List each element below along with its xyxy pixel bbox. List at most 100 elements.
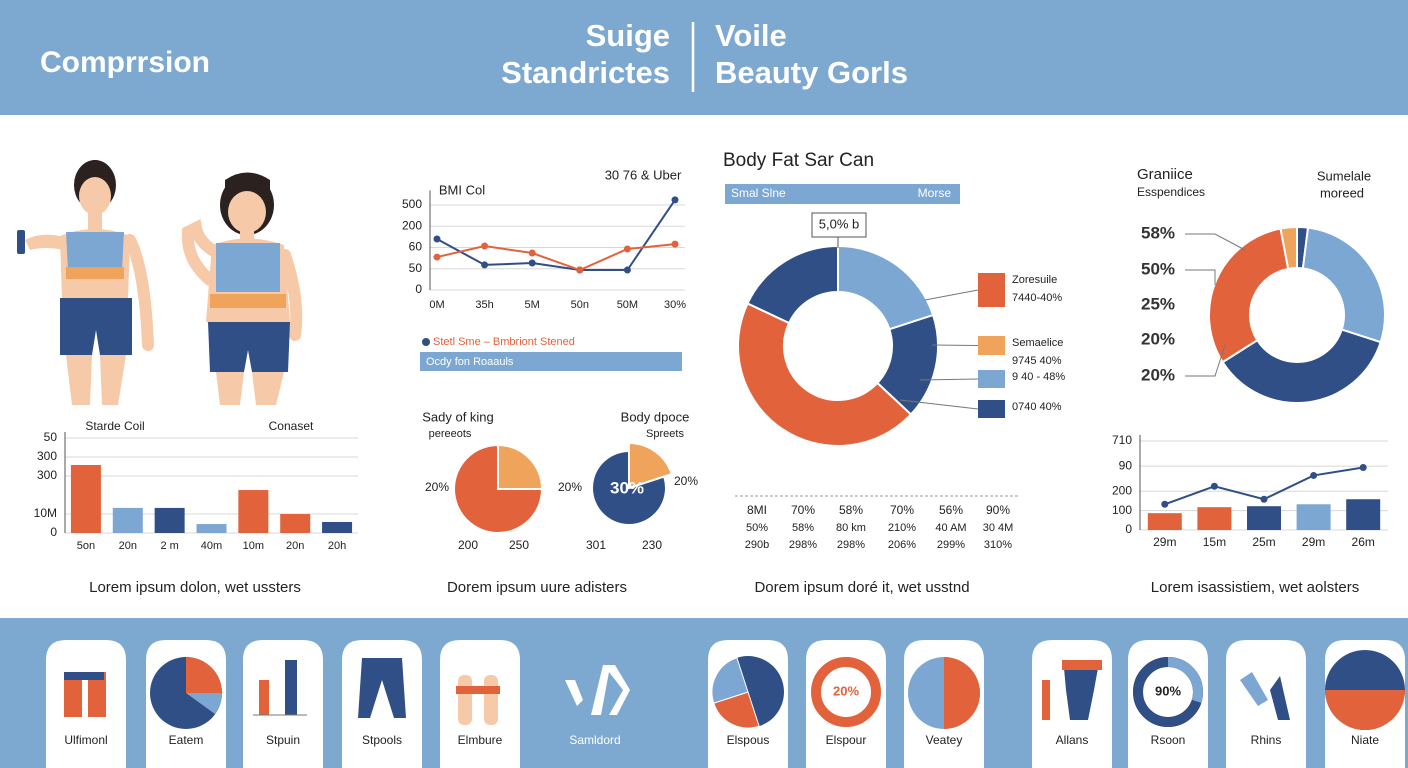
percent-label: 50% <box>1141 259 1175 278</box>
legend-swatch <box>978 370 1005 388</box>
x-tick-label: 20h <box>328 540 346 552</box>
icon-label: Niate <box>1351 733 1379 747</box>
chart-text: Body Fat Sar Can <box>723 150 874 171</box>
chart-text: Spreets <box>646 428 684 440</box>
banner <box>420 352 682 371</box>
x-tick-label: 35h <box>475 299 493 311</box>
table-cell: 290b <box>745 539 769 551</box>
icon-label: Eatem <box>169 733 204 747</box>
caption: Lorem isassistiem, wet aolsters <box>1151 579 1359 596</box>
icon <box>88 672 106 717</box>
icon-label: Rsoon <box>1151 733 1186 747</box>
icon <box>285 660 297 715</box>
table-cell: 90% <box>986 503 1010 517</box>
icon <box>711 657 749 704</box>
center-label: 30% <box>610 478 644 497</box>
y-tick-label: 60 <box>409 240 423 254</box>
banner-text: Morse <box>918 186 952 200</box>
icon <box>1062 660 1102 670</box>
bar <box>196 524 227 533</box>
y-tick-label: 0 <box>50 525 57 539</box>
y-tick-label: 300 <box>37 449 57 463</box>
chart-text: Sady of king <box>422 409 494 424</box>
chart-text: BMI Col <box>439 182 485 197</box>
table-cell: 50% <box>746 522 768 534</box>
figure-illustration <box>181 172 303 405</box>
chart-text: 20% <box>674 474 698 488</box>
x-tick-label: 30% <box>664 299 686 311</box>
legend-text: Stetl Sme – Bmbriont Stened <box>433 336 575 348</box>
callout-text: 5,0% b <box>819 216 859 231</box>
x-tick-label: 5M <box>525 299 540 311</box>
point <box>481 261 489 269</box>
y-tick-label: 50 <box>409 261 423 275</box>
chart-text: Sumelale <box>1317 168 1371 183</box>
point <box>623 245 631 253</box>
chart-text: 20% <box>425 480 449 494</box>
bar <box>1346 499 1381 530</box>
chart-text: Starde Coil <box>85 419 144 433</box>
point <box>1161 500 1169 508</box>
legend-text: 0740 40% <box>1012 401 1062 413</box>
y-tick-label: 50 <box>44 430 58 444</box>
slice <box>1301 226 1386 344</box>
caption: Dorem ipsum uure adisters <box>447 579 627 596</box>
table-cell: 206% <box>888 539 916 551</box>
icon <box>64 672 104 680</box>
table-cell: 310% <box>984 539 1012 551</box>
leader-line <box>899 399 979 410</box>
legend-text: 9 40 - 48% <box>1012 371 1065 383</box>
table-cell: 40 AM <box>935 522 966 534</box>
table-cell: 30 4M <box>983 522 1014 534</box>
icon <box>484 675 498 725</box>
bar <box>322 521 353 533</box>
y-tick-label: 710 <box>1112 433 1132 447</box>
y-tick-label: 90 <box>1119 458 1133 472</box>
y-tick-label: 200 <box>402 218 422 232</box>
icon <box>1270 676 1290 720</box>
chart-text: Graniice <box>1137 166 1193 183</box>
bar <box>1147 513 1182 530</box>
leader-line <box>1185 344 1226 377</box>
y-tick-label: 500 <box>402 197 422 211</box>
icon <box>1325 690 1405 730</box>
icon <box>358 658 406 718</box>
point <box>433 235 441 243</box>
icon <box>186 657 222 693</box>
y-tick-label: 100 <box>1112 503 1132 517</box>
x-tick-label: 50n <box>571 299 589 311</box>
y-tick-label: 0 <box>415 282 422 296</box>
icon <box>811 657 881 727</box>
icon <box>1042 680 1050 720</box>
chart-text: pereeots <box>429 428 472 440</box>
figure-illustration <box>17 160 154 405</box>
percent-label: 58% <box>1141 223 1175 242</box>
legend-swatch <box>978 273 1005 307</box>
x-tick-label: 10m <box>243 540 264 552</box>
icon <box>1064 668 1098 720</box>
line <box>436 199 676 272</box>
banner-text: Ocdy fon Roaauls <box>426 356 514 368</box>
legend-swatch <box>978 336 1005 355</box>
table-cell: 70% <box>890 503 914 517</box>
y-tick-label: 10M <box>34 506 57 520</box>
header-band <box>0 0 1408 115</box>
icon <box>944 657 980 729</box>
banner <box>725 184 960 204</box>
chart-text: moreed <box>1320 185 1364 200</box>
icon-label: Ulfimonl <box>64 733 107 747</box>
icon-label: Elspous <box>727 733 770 747</box>
bar <box>112 507 143 533</box>
icon <box>456 686 500 694</box>
bar <box>1247 506 1281 530</box>
x-tick-label: 40m <box>201 540 222 552</box>
header-left-title: Comprrsion <box>40 46 210 79</box>
legend-swatch <box>978 400 1005 418</box>
x-tick-label: 20n <box>119 540 137 552</box>
bar <box>280 514 311 533</box>
x-tick-label: 25m <box>1252 535 1275 549</box>
chart-text: 250 <box>509 538 529 552</box>
icon-label: Elmbure <box>458 733 503 747</box>
icon <box>565 680 583 706</box>
